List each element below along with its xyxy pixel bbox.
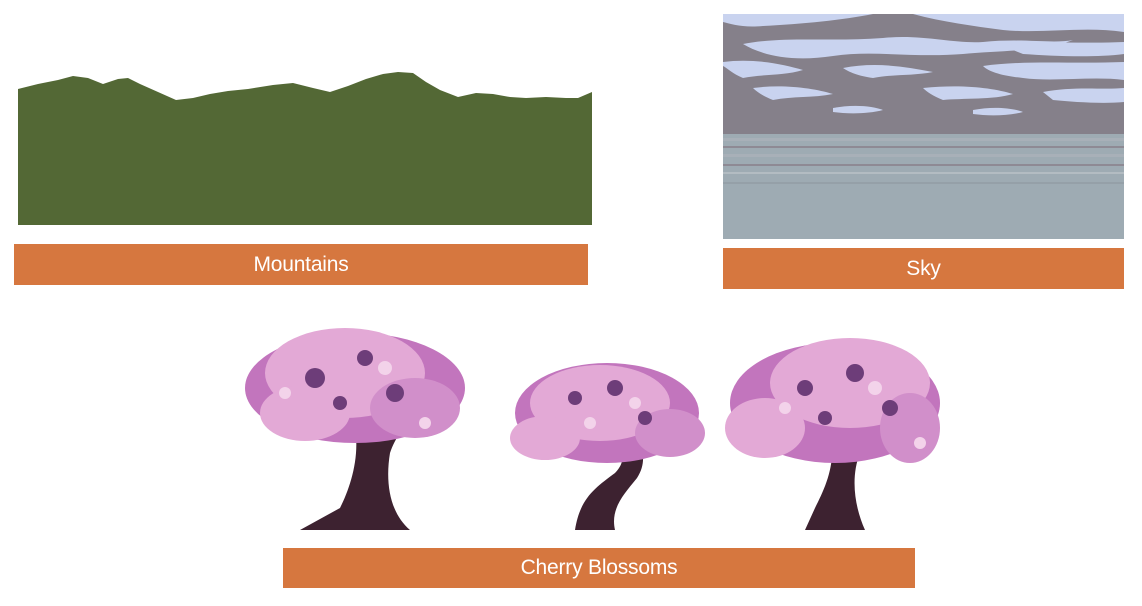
sky-clouds — [723, 14, 1124, 116]
mountains-silhouette — [18, 72, 592, 225]
tree-1-canopy — [245, 328, 465, 443]
cherry-trees-image — [245, 328, 940, 530]
mountains-preview — [18, 70, 592, 225]
cherry-tree-2 — [510, 363, 705, 530]
sky-label: Sky — [906, 256, 941, 280]
mountains-label: Mountains — [253, 252, 349, 276]
sky-image — [723, 14, 1124, 239]
cherry-tree-3 — [725, 338, 940, 530]
sky-lower-band — [723, 134, 1124, 239]
tree-3-canopy — [725, 338, 940, 463]
cherry-blossoms-label: Cherry Blossoms — [520, 556, 678, 579]
sky-label-bar: Sky — [723, 248, 1124, 289]
cherry-blossoms-label-bar: Cherry Blossoms — [283, 548, 915, 588]
tree-3-trunk — [805, 418, 885, 530]
cherry-tree-1 — [245, 328, 465, 530]
sky-preview — [723, 14, 1124, 239]
cherry-blossoms-preview — [245, 318, 945, 533]
mountains-label-bar: Mountains — [14, 244, 588, 285]
sky-stripes — [723, 138, 1124, 184]
tree-2-canopy — [510, 363, 705, 463]
mountain-range — [18, 72, 592, 225]
